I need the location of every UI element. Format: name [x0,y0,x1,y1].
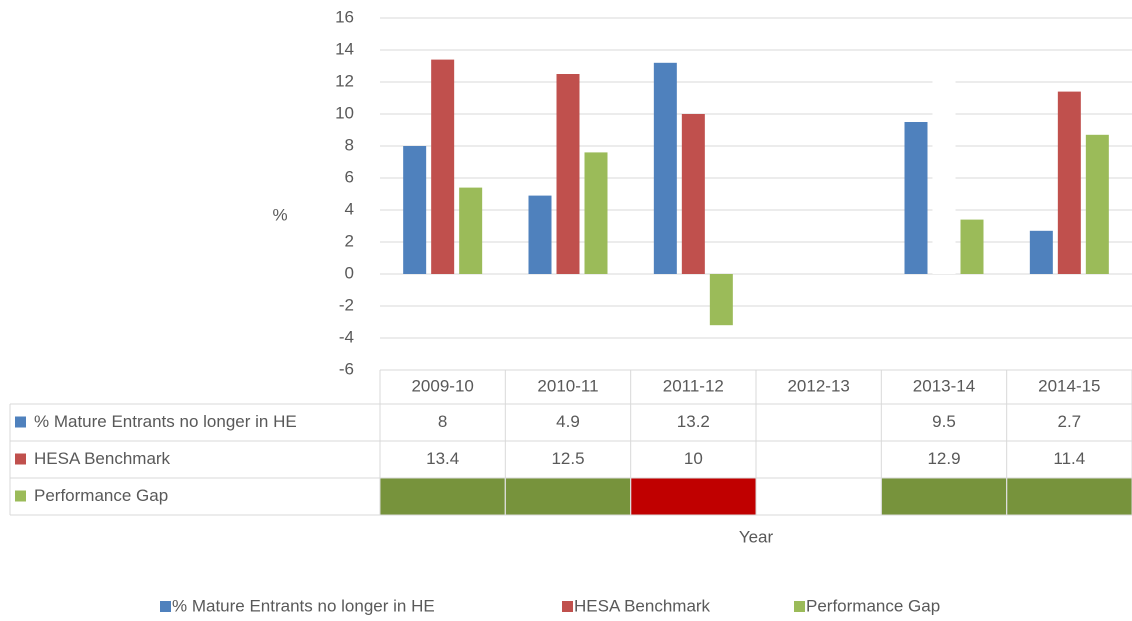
table-value: 12.5 [551,449,584,468]
table-value: 12.9 [927,449,960,468]
y-tick-label: 2 [345,231,354,250]
bar [403,146,427,274]
table-cell-indicator [379,477,506,516]
y-tick-label: 6 [345,167,354,186]
y-tick-label: -4 [339,327,354,346]
x-tick-label: 2010-11 [537,376,598,395]
table-value: 11.4 [1053,449,1085,468]
table-value: 4.9 [556,412,580,431]
x-tick-label: 2011-12 [663,376,724,395]
table-value: 10 [684,449,703,468]
table-row-label: Performance Gap [34,486,168,505]
legend-label: Performance Gap [806,596,940,615]
legend-label: HESA Benchmark [574,596,711,615]
bar [960,219,984,274]
bar [681,114,705,274]
y-tick-label: 12 [335,71,354,90]
table-row-label: HESA Benchmark [34,449,171,468]
table-value: 13.4 [426,449,459,468]
bar [431,59,455,274]
table-value: 8 [438,412,447,431]
table-row-label: % Mature Entrants no longer in HE [34,412,297,431]
y-tick-label: -2 [339,295,354,314]
y-tick-label: 10 [335,103,354,122]
table-legend-key [15,453,26,465]
bar [1085,134,1109,274]
table-legend-key [15,416,26,428]
y-tick-label: 8 [345,135,354,154]
y-tick-label: 4 [345,199,354,218]
table-cell-indicator [504,477,632,516]
x-tick-label: 2014-15 [1038,376,1100,395]
table-cell-indicator [880,477,1008,516]
x-tick-label: 2013-14 [913,376,975,395]
table-value: 2.7 [1058,412,1082,431]
bar [709,274,733,326]
legend-key [160,601,171,612]
y-tick-label: 0 [345,263,354,282]
bar [904,122,928,274]
y-axis-label: % [272,205,287,224]
bar [459,187,483,274]
y-tick-label: -6 [339,359,354,378]
bar [1029,230,1053,274]
table-cell-indicator [1006,477,1132,516]
table-value: 13.2 [677,412,710,431]
bar [528,195,552,274]
y-tick-label: 16 [335,7,354,26]
legend-label: % Mature Entrants no longer in HE [172,596,435,615]
legend-key [562,601,573,612]
table-value: 9.5 [932,412,956,431]
bar [653,62,677,274]
x-tick-label: 2009-10 [411,376,473,395]
bar [556,74,580,274]
table-cell-indicator [630,477,757,516]
y-tick-label: 14 [335,39,354,58]
x-axis-label: Year [739,527,774,546]
bar [1057,91,1081,274]
bar [584,152,608,274]
x-tick-label: 2012-13 [787,376,849,395]
legend-key [794,601,805,612]
table-legend-key [15,490,26,502]
bar [932,67,956,274]
